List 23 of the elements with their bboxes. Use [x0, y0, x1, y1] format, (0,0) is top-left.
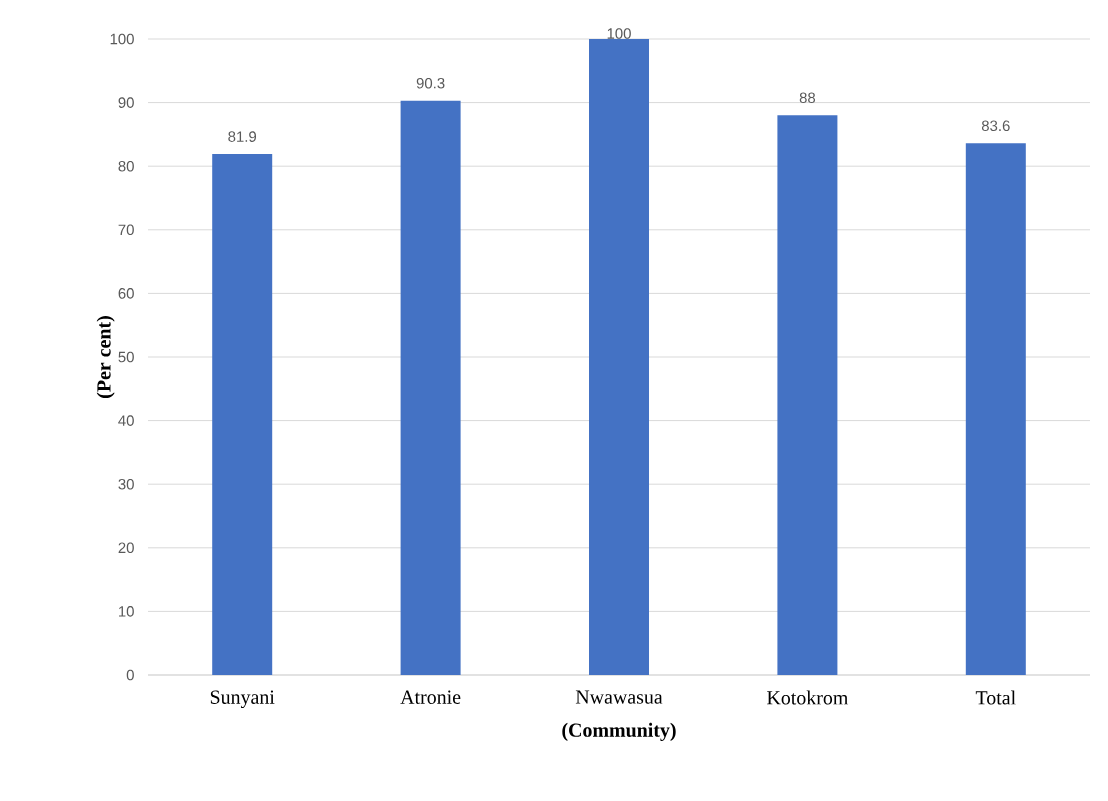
data-label: 90.3 — [416, 77, 445, 89]
y-tick-label: 40 — [118, 415, 134, 426]
x-tick-label: Total — [975, 690, 1016, 705]
x-tick-label: Sunyani — [210, 690, 275, 709]
data-label: 88 — [799, 92, 816, 104]
y-tick-label: 20 — [118, 542, 134, 554]
x-axis-title: (Community) — [562, 722, 676, 741]
y-tick-label: 90 — [118, 97, 134, 108]
y-tick-label: 30 — [118, 478, 134, 490]
y-tick-label: 10 — [119, 606, 134, 617]
y-tick-label: 50 — [118, 351, 134, 363]
y-tick-label: 0 — [126, 669, 134, 681]
data-label: 81.9 — [228, 131, 257, 142]
x-tick-label: Atronie — [400, 690, 461, 704]
data-label: 100 — [607, 28, 631, 39]
data-label: 83.6 — [981, 120, 1010, 132]
y-tick-label: 60 — [118, 288, 134, 299]
y-axis-title: (Per cent) — [96, 316, 115, 398]
y-tick-label: 70 — [118, 224, 134, 236]
x-tick-label: Nwawasua — [575, 690, 663, 704]
y-tick-label: 80 — [118, 160, 134, 172]
x-tick-label: Kotokrom — [767, 690, 849, 705]
y-tick-label: 100 — [110, 33, 134, 45]
